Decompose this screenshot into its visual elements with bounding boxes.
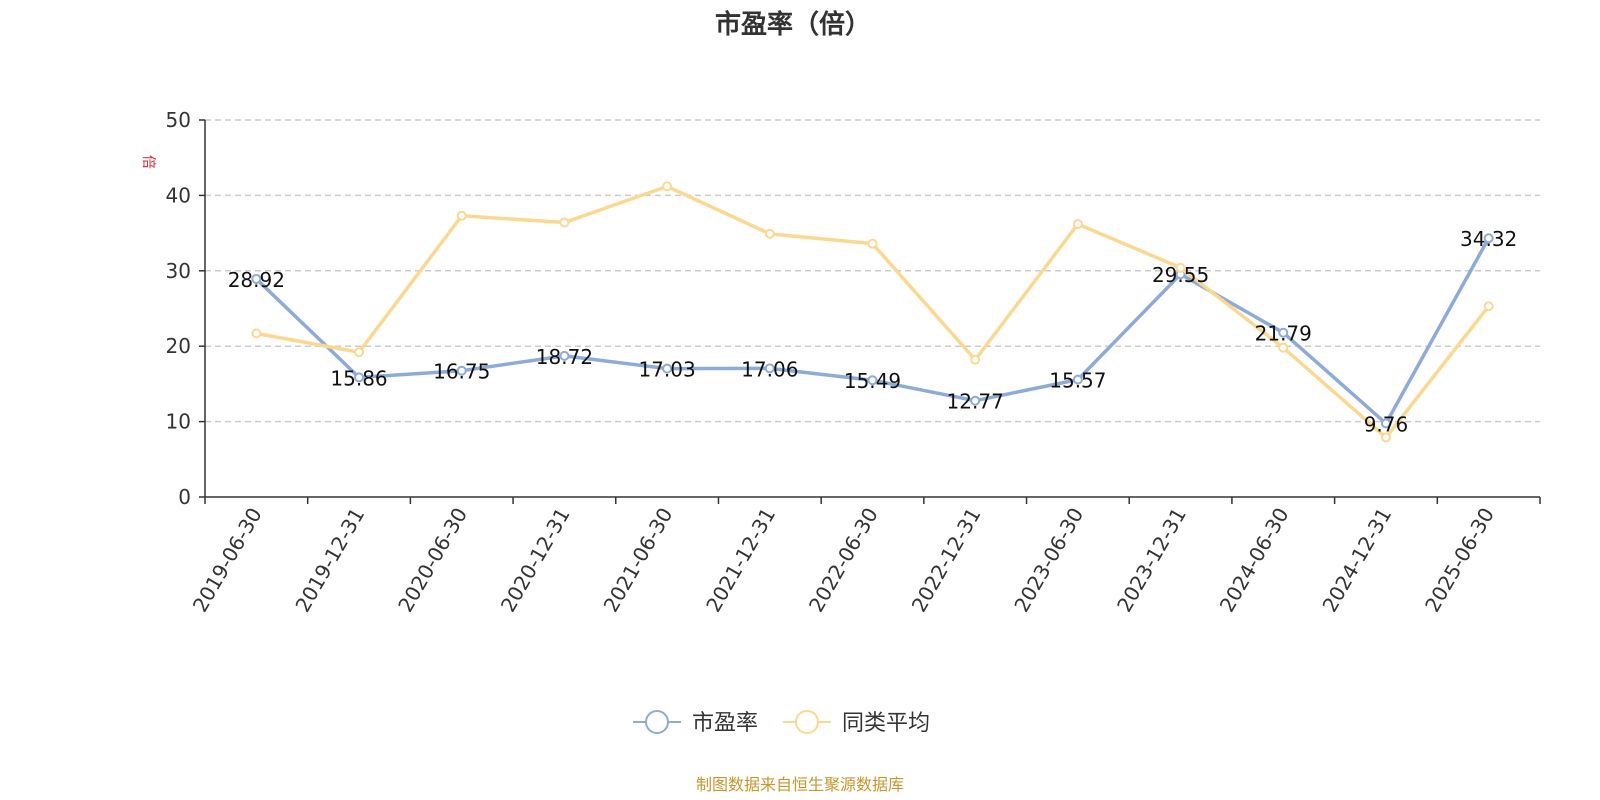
data-point [662, 363, 673, 374]
x-tick-label: 2020-06-30 [393, 504, 472, 617]
x-tick-label: 2019-06-30 [188, 504, 267, 617]
series-group [251, 181, 1494, 443]
x-tick-label: 2020-12-31 [496, 504, 575, 617]
data-label: 15.57 [1049, 369, 1106, 393]
legend-marker [645, 710, 669, 734]
y-tick-label: 30 [166, 259, 191, 283]
data-point [1380, 418, 1391, 429]
data-point [764, 228, 775, 239]
x-tick-label: 2024-12-31 [1317, 504, 1396, 617]
series-line-peer-average [256, 184, 1491, 440]
data-point [970, 395, 981, 406]
x-tick-label: 2025-06-30 [1420, 504, 1499, 617]
data-label: 29.55 [1152, 263, 1209, 287]
x-tick-label: 2022-06-30 [804, 504, 883, 617]
x-tick-label: 2021-06-30 [599, 504, 678, 617]
legend-label: 同类平均 [842, 711, 930, 736]
data-point [1072, 374, 1083, 385]
data-point [1175, 262, 1186, 273]
legend-marker [795, 710, 819, 734]
data-point [1380, 432, 1391, 443]
data-label: 17.06 [741, 357, 798, 381]
data-point [1278, 342, 1289, 353]
grid-lines [205, 119, 1540, 423]
legend-label: 市盈率 [692, 711, 758, 736]
legend[interactable]: 市盈率 同类平均 [633, 710, 930, 736]
source-note: 制图数据来自恒生聚源数据库 [696, 775, 904, 794]
data-label: 21.79 [1255, 322, 1312, 346]
data-label: 16.75 [433, 360, 490, 384]
data-point [251, 328, 262, 339]
x-tick-label: 2021-12-31 [701, 504, 780, 617]
data-point [1072, 219, 1083, 230]
data-point [867, 238, 878, 249]
y-tick-label: 50 [166, 108, 191, 132]
data-labels: 28.92 15.86 16.75 18.72 17.03 17.06 15.49 12.77… [228, 227, 1518, 436]
data-point [354, 347, 365, 358]
data-point [1483, 233, 1494, 244]
data-label: 15.49 [844, 369, 901, 393]
data-point [1483, 301, 1494, 312]
data-label: 15.86 [330, 366, 387, 390]
x-tick-label: 2024-06-30 [1215, 504, 1294, 617]
data-point [559, 350, 570, 361]
x-tick-label: 2023-06-30 [1009, 504, 1088, 617]
data-point [456, 365, 467, 376]
chart-title: 市盈率（倍） [715, 9, 871, 40]
data-point [970, 354, 981, 365]
data-point [1278, 327, 1289, 338]
data-point [354, 372, 365, 383]
data-point [456, 210, 467, 221]
y-tick-label: 10 [166, 410, 191, 434]
x-tick-label: 2023-12-31 [1112, 504, 1191, 617]
axes: 0 10 20 30 40 50 2019-06-30 2019-12-31 2020-06-3… [166, 108, 1541, 617]
y-tick-label: 20 [166, 334, 191, 358]
y-tick-label: 40 [166, 183, 191, 207]
y-axis-unit: 倍 [140, 155, 156, 169]
x-tick-label: 2022-12-31 [907, 504, 986, 617]
data-label: 18.72 [536, 345, 593, 369]
x-tick-label: 2019-12-31 [290, 504, 369, 617]
data-label: 34.32 [1460, 227, 1517, 251]
data-point [662, 181, 673, 192]
data-point [867, 375, 878, 386]
data-label: 28.92 [228, 268, 285, 292]
y-tick-label: 0 [178, 485, 191, 509]
data-point [764, 363, 775, 374]
data-point [559, 217, 570, 228]
data-label: 12.77 [947, 390, 1004, 414]
data-point [251, 273, 262, 284]
data-label: 9.76 [1364, 412, 1409, 436]
data-label: 17.03 [638, 358, 695, 382]
